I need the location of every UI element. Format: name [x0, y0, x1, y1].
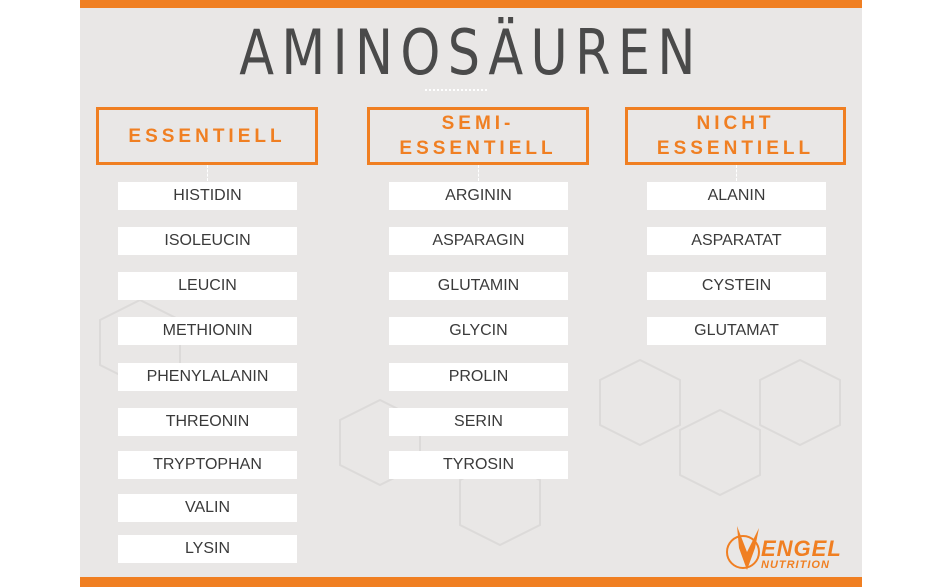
logo-text-nutrition: NUTRITION	[761, 559, 830, 571]
amino-acid-item: TYROSIN	[389, 451, 568, 479]
amino-acid-item: LEUCIN	[118, 272, 297, 300]
winged-angel-icon	[726, 526, 760, 570]
amino-acid-item: ARGININ	[389, 182, 568, 210]
header-connector	[478, 165, 479, 181]
header-connector	[735, 165, 737, 181]
amino-acid-item: GLUTAMAT	[647, 317, 826, 345]
amino-acid-item: HISTIDIN	[118, 182, 297, 210]
top-accent-bar	[80, 0, 862, 8]
amino-acid-item: CYSTEIN	[647, 272, 826, 300]
bottom-accent-bar	[80, 577, 862, 587]
title-divider	[425, 89, 487, 91]
column-header-3: NICHT ESSENTIELL	[625, 107, 846, 165]
column-header-1: ESSENTIELL	[96, 107, 318, 165]
amino-acid-item: GLUTAMIN	[389, 272, 568, 300]
amino-acid-item: VALIN	[118, 494, 297, 522]
amino-acid-item: LYSIN	[118, 535, 297, 563]
infographic: AMINOSÄUREN ESSENTIELL HISTIDIN ISOLEUCIN L…	[80, 0, 862, 587]
amino-acid-item: THREONIN	[118, 408, 297, 436]
header-connector	[207, 165, 208, 181]
amino-acid-item: ISOLEUCIN	[118, 227, 297, 255]
amino-acid-item: GLYCIN	[389, 317, 568, 345]
logo-text-engel: ENGEL	[761, 536, 842, 561]
column-header-2: SEMI- ESSENTIELL	[367, 107, 589, 165]
amino-acid-item: PHENYLALANIN	[118, 363, 297, 391]
engel-nutrition-logo: ENGEL NUTRITION	[725, 522, 860, 574]
amino-acid-item: METHIONIN	[118, 317, 297, 345]
amino-acid-item: TRYPTOPHAN	[118, 451, 297, 479]
amino-acid-item: ASPARATAT	[647, 227, 826, 255]
amino-acid-item: ALANIN	[647, 182, 826, 210]
amino-acid-item: PROLIN	[389, 363, 568, 391]
amino-acid-item: ASPARAGIN	[389, 227, 568, 255]
amino-acid-item: SERIN	[389, 408, 568, 436]
page-title: AMINOSÄUREN	[239, 16, 703, 89]
